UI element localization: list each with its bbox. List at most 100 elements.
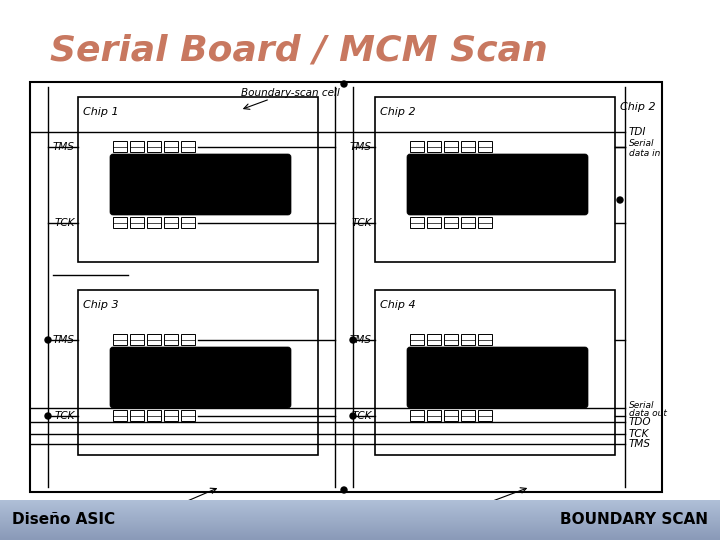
Bar	[444, 217, 458, 228]
Bar	[444, 141, 458, 152]
Bar	[0, 537, 720, 538]
Circle shape	[617, 197, 623, 203]
Bar	[0, 530, 720, 531]
Text: TCK: TCK	[55, 411, 75, 421]
Circle shape	[45, 413, 51, 419]
Text: TCK: TCK	[351, 411, 372, 421]
Bar	[181, 217, 195, 228]
Text: TCK: TCK	[351, 218, 372, 228]
Bar	[164, 217, 178, 228]
Bar	[0, 517, 720, 518]
Bar	[0, 502, 720, 503]
Bar	[0, 504, 720, 505]
Bar	[181, 334, 195, 345]
Text: TMS: TMS	[629, 439, 651, 449]
Bar	[78, 290, 318, 455]
Bar	[0, 507, 720, 508]
Bar	[113, 141, 127, 152]
Bar	[0, 533, 720, 534]
Bar	[478, 141, 492, 152]
Bar	[461, 141, 475, 152]
Bar	[427, 334, 441, 345]
Bar	[130, 217, 144, 228]
Bar	[0, 535, 720, 536]
Text: TMS: TMS	[350, 335, 372, 345]
Bar	[0, 524, 720, 525]
Bar	[0, 527, 720, 528]
Bar	[0, 525, 720, 526]
Text: data in: data in	[629, 148, 660, 158]
FancyBboxPatch shape	[407, 154, 588, 215]
Text: Chip 4: Chip 4	[380, 300, 415, 310]
Bar	[164, 334, 178, 345]
Bar	[0, 500, 720, 501]
Text: BOUNDARY SCAN: BOUNDARY SCAN	[560, 512, 708, 528]
Bar	[0, 522, 720, 523]
Text: TDO: TDO	[629, 417, 652, 427]
Bar	[427, 410, 441, 421]
Text: TMS: TMS	[53, 335, 75, 345]
Bar	[427, 141, 441, 152]
Circle shape	[350, 413, 356, 419]
Text: Serial Board / MCM Scan: Serial Board / MCM Scan	[50, 33, 548, 67]
Bar	[78, 97, 318, 262]
Bar	[0, 512, 720, 513]
FancyBboxPatch shape	[110, 154, 291, 215]
FancyBboxPatch shape	[407, 347, 588, 408]
Bar	[0, 514, 720, 515]
Text: Chip 2: Chip 2	[620, 102, 656, 112]
Bar	[0, 508, 720, 509]
Bar	[0, 534, 720, 535]
Text: Boundary-scan cell: Boundary-scan cell	[240, 88, 339, 98]
Bar	[410, 334, 424, 345]
Bar	[444, 410, 458, 421]
Text: TCK: TCK	[55, 218, 75, 228]
Bar	[0, 516, 720, 517]
Bar	[461, 410, 475, 421]
Bar	[0, 505, 720, 506]
Bar	[0, 501, 720, 502]
Bar	[0, 526, 720, 527]
Bar	[461, 217, 475, 228]
Bar	[478, 217, 492, 228]
Bar	[478, 334, 492, 345]
Bar	[181, 410, 195, 421]
Bar	[0, 518, 720, 519]
Bar	[0, 513, 720, 514]
Bar	[113, 334, 127, 345]
Circle shape	[350, 337, 356, 343]
Bar	[461, 334, 475, 345]
Bar	[0, 521, 720, 522]
Bar	[147, 217, 161, 228]
Circle shape	[341, 487, 347, 493]
Bar	[147, 141, 161, 152]
Bar	[164, 141, 178, 152]
Bar	[0, 503, 720, 504]
Bar	[0, 528, 720, 529]
Text: Chip 2: Chip 2	[380, 107, 415, 117]
Bar	[0, 532, 720, 533]
Text: System interconnect: System interconnect	[429, 502, 531, 512]
Bar	[0, 523, 720, 524]
Bar	[113, 217, 127, 228]
Bar	[181, 141, 195, 152]
Bar	[0, 511, 720, 512]
Bar	[0, 536, 720, 537]
Bar	[147, 410, 161, 421]
Text: data out: data out	[629, 409, 667, 418]
Text: Serial: Serial	[629, 139, 654, 148]
Bar	[130, 141, 144, 152]
Bar	[130, 334, 144, 345]
Bar	[410, 217, 424, 228]
Bar	[0, 506, 720, 507]
Bar	[444, 334, 458, 345]
Bar	[478, 410, 492, 421]
Bar	[0, 531, 720, 532]
Bar	[0, 519, 720, 520]
Bar	[375, 290, 615, 455]
Circle shape	[45, 337, 51, 343]
Text: Chip 1: Chip 1	[83, 107, 119, 117]
Bar	[30, 82, 662, 492]
Bar	[0, 510, 720, 511]
Text: TMS: TMS	[350, 142, 372, 152]
